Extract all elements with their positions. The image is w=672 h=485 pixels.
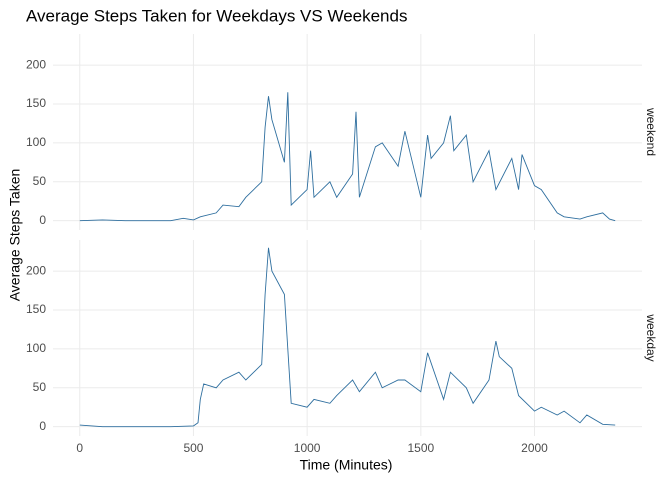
x-tick-label: 1500 bbox=[407, 441, 434, 455]
y-tick-label: 100 bbox=[26, 135, 46, 149]
chart-title: Average Steps Taken for Weekdays VS Week… bbox=[26, 6, 407, 25]
x-tick-label: 1000 bbox=[294, 441, 321, 455]
y-tick-label: 50 bbox=[33, 380, 47, 394]
x-tick-label: 2000 bbox=[521, 441, 548, 455]
y-axis-label: Average Steps Taken bbox=[7, 169, 23, 302]
data-line bbox=[79, 247, 616, 428]
y-tick-label: 0 bbox=[39, 419, 46, 433]
y-tick-label: 150 bbox=[26, 96, 46, 110]
y-tick-label: 50 bbox=[33, 174, 47, 188]
x-tick-label: 0 bbox=[76, 441, 83, 455]
x-axis-label: Time (Minutes) bbox=[300, 457, 393, 473]
facet-label: weekday bbox=[644, 313, 658, 361]
data-line bbox=[79, 92, 616, 222]
y-tick-label: 150 bbox=[26, 302, 46, 316]
facet-label: weekend bbox=[644, 107, 658, 156]
y-tick-label: 200 bbox=[26, 263, 46, 277]
x-tick-label: 500 bbox=[183, 441, 203, 455]
y-tick-label: 0 bbox=[39, 213, 46, 227]
y-tick-label: 100 bbox=[26, 341, 46, 355]
y-tick-label: 200 bbox=[26, 57, 46, 71]
